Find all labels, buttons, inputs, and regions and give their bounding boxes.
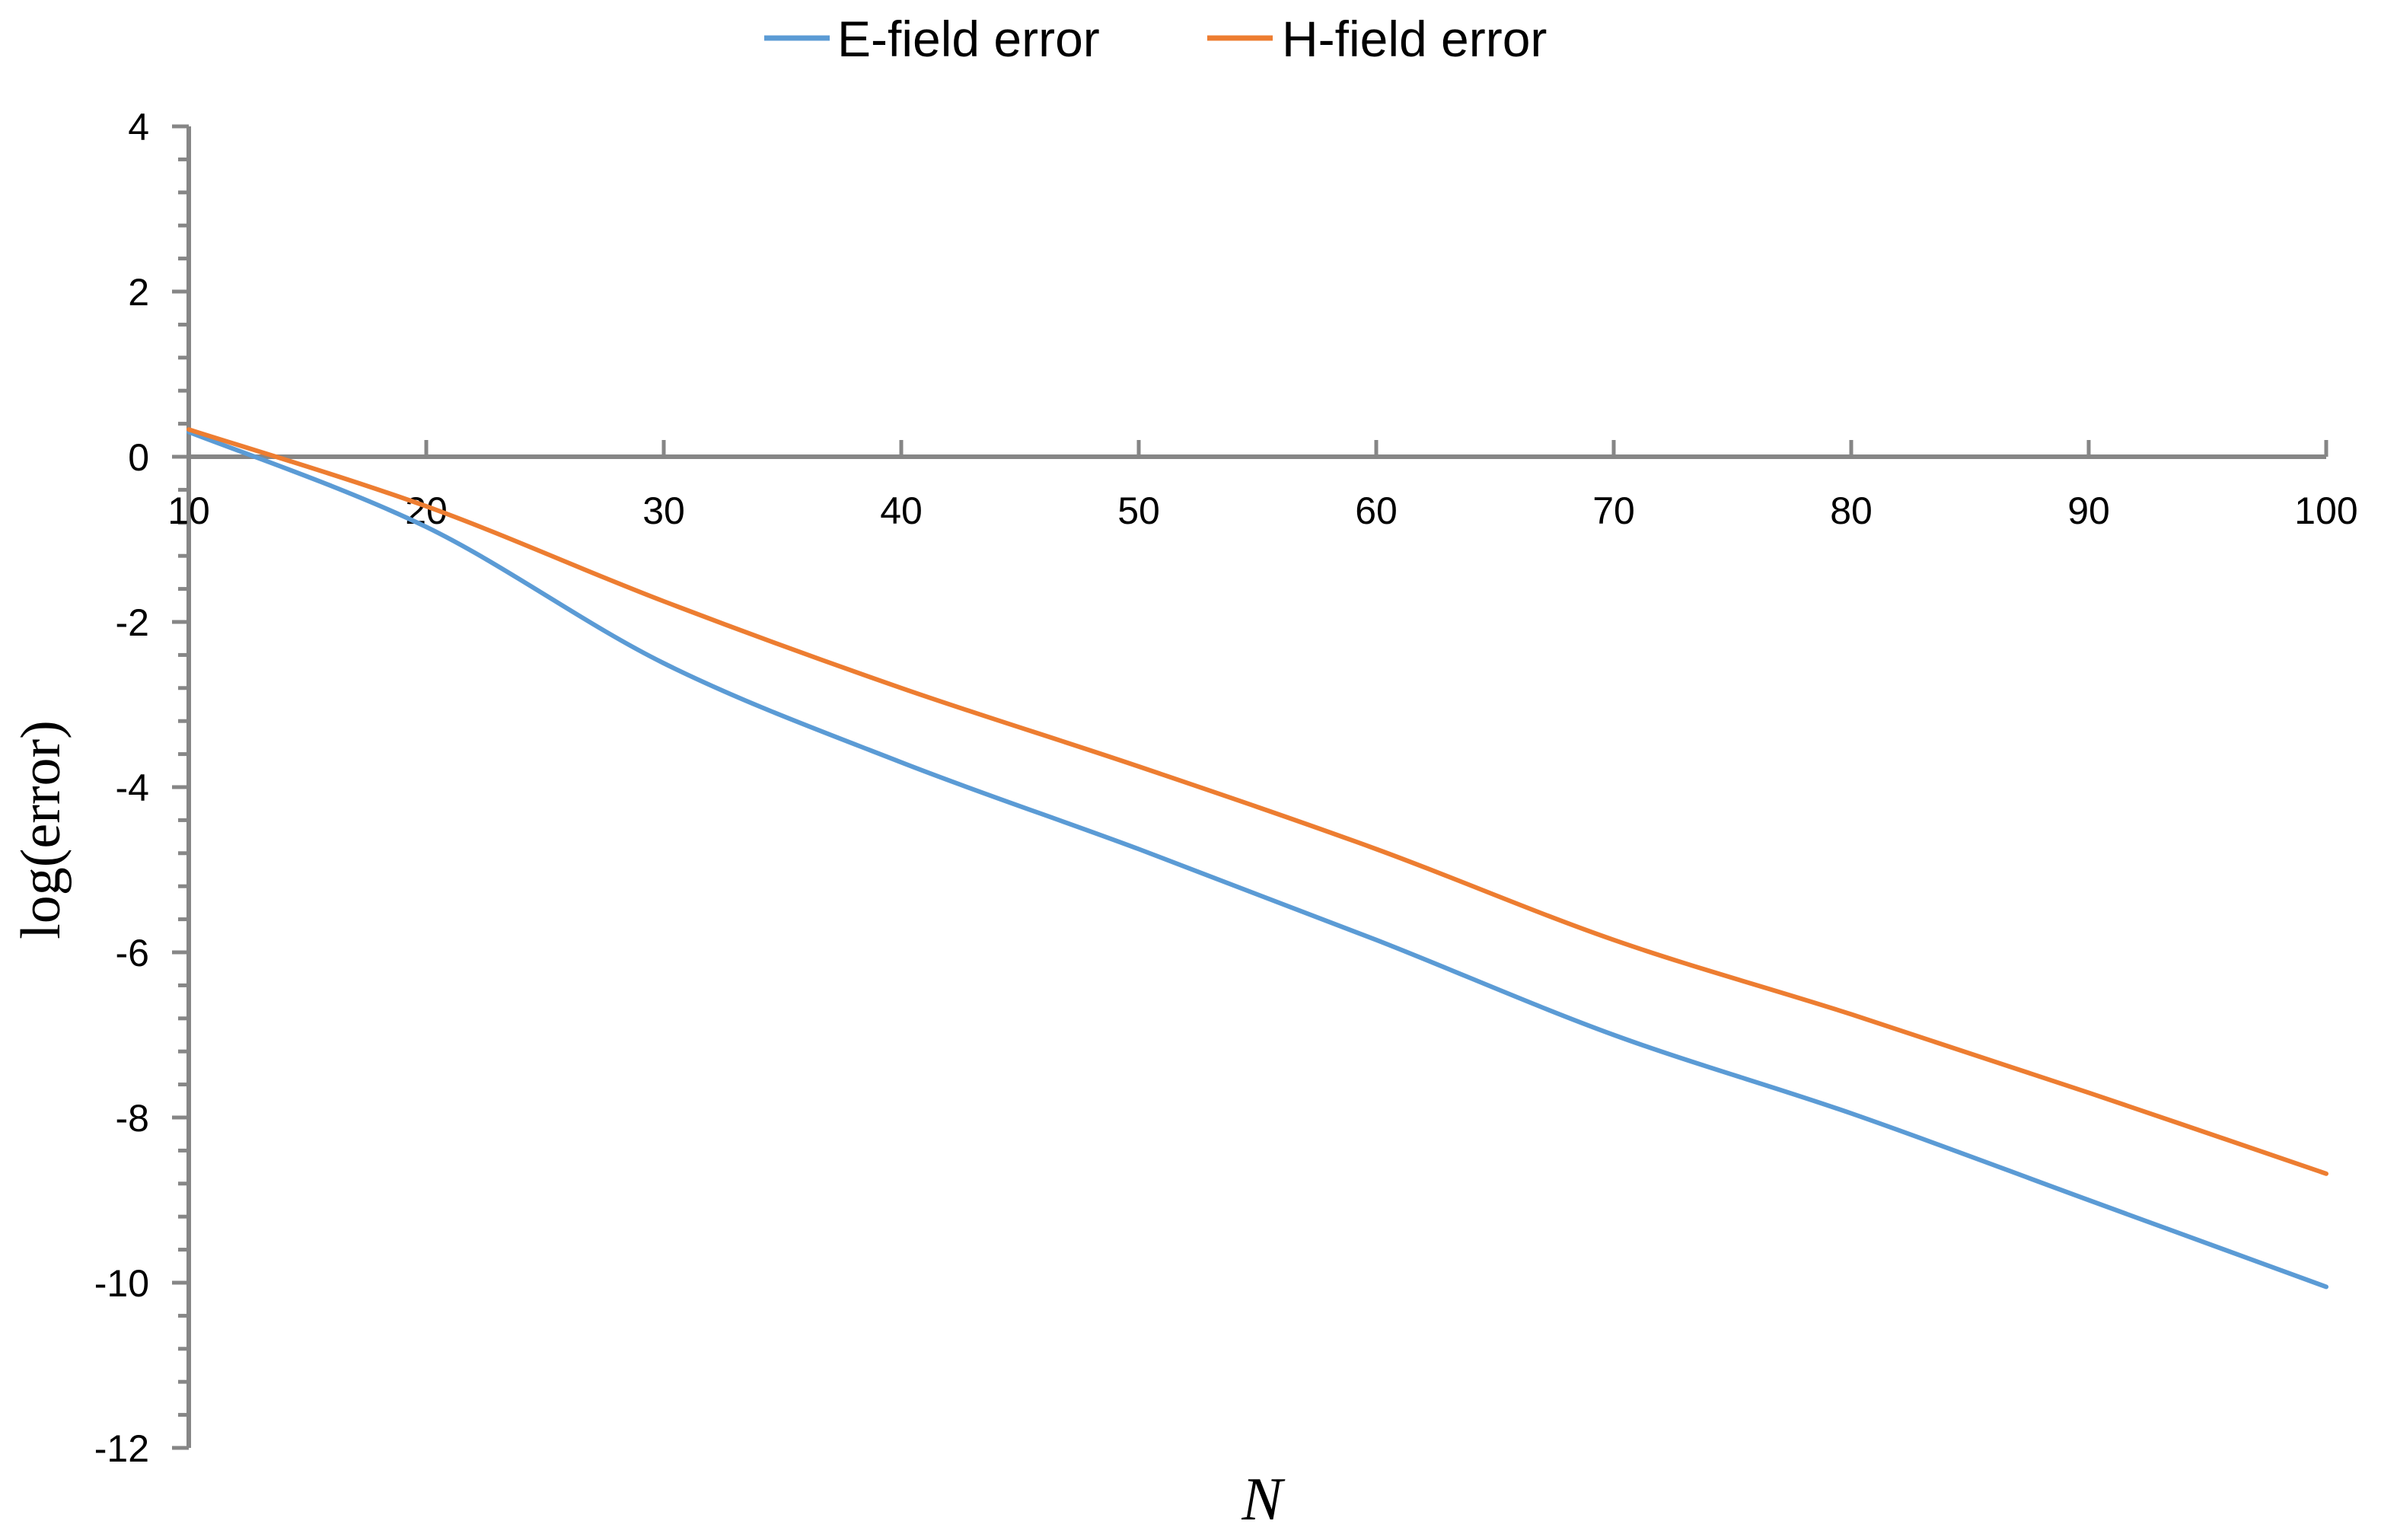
series-layer [186,427,2328,1290]
y-tick-label: -12 [94,1427,149,1470]
x-tick-label: 50 [1117,489,1160,532]
legend: E-field error H-field error [764,11,1547,67]
series-line-1 [186,427,2328,1176]
y-tick-label: -2 [116,601,149,644]
x-tick-label: 30 [642,489,685,532]
y-axis-title: log(error) [10,720,72,939]
y-tick-label: -4 [116,767,149,809]
y-tick-label: 2 [128,271,149,314]
x-tick-label: 90 [2067,489,2110,532]
x-tick-label: 60 [1355,489,1398,532]
x-tick-label: 100 [2294,489,2357,532]
x-tick-label: 70 [1592,489,1635,532]
series-line-0 [186,429,2328,1290]
x-axis-title: N [1241,1466,1286,1533]
y-tick-label: 0 [128,436,149,479]
y-tick-label: -6 [116,932,149,974]
legend-label-1: H-field error [1282,11,1547,67]
y-tick-label: -8 [116,1097,149,1140]
x-tick-label: 10 [167,489,210,532]
x-tick-label: 40 [880,489,923,532]
y-tick-label: -10 [94,1262,149,1305]
y-tick-label: 4 [128,106,149,148]
x-tick-label: 80 [1830,489,1873,532]
legend-label-0: E-field error [837,11,1100,67]
